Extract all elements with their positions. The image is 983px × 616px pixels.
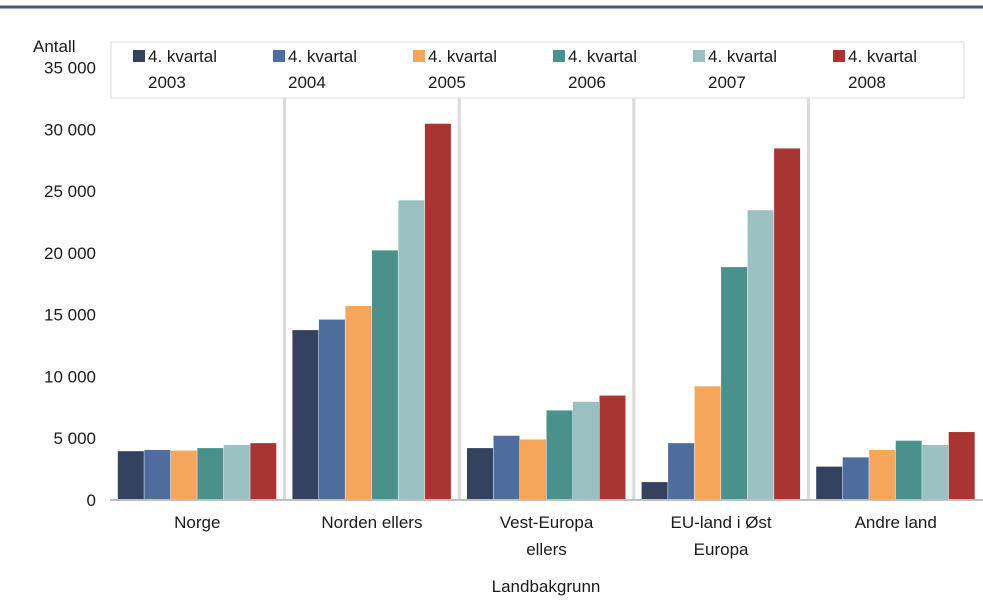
category-label: EU-land i Øst <box>671 513 772 532</box>
bar <box>493 435 520 500</box>
legend-label: 4. kvartal <box>428 47 497 66</box>
category-labels: Norge Norden ellers Vest-Europa ellers EU-la… <box>174 513 937 559</box>
legend-label-year: 2008 <box>848 73 886 92</box>
bar <box>599 395 626 500</box>
bar <box>144 449 171 500</box>
bar <box>668 443 695 500</box>
y-tick-label: 30 000 <box>44 120 96 139</box>
y-tick-label: 0 <box>87 491 96 510</box>
bar <box>842 457 869 500</box>
legend-label-year: 2004 <box>288 73 326 92</box>
bar <box>318 319 345 500</box>
category-label: Andre land <box>855 513 937 532</box>
legend-label-year: 2006 <box>568 73 606 92</box>
legend-label-year: 2005 <box>428 73 466 92</box>
category-label: Norge <box>174 513 220 532</box>
legend-label-year: 2007 <box>708 73 746 92</box>
y-axis-ticks: 0 5 000 10 000 15 000 20 000 25 000 30 000 35 0… <box>44 59 96 511</box>
bar <box>641 482 668 500</box>
bar <box>573 401 599 500</box>
y-tick-label: 5 000 <box>53 429 96 448</box>
bar <box>520 439 546 500</box>
legend-label: 4. kvartal <box>288 47 357 66</box>
bar <box>948 432 975 500</box>
y-tick-label: 15 000 <box>44 306 96 325</box>
bar <box>922 445 949 500</box>
y-tick-label: 35 000 <box>44 59 96 78</box>
legend-label: 4. kvartal <box>568 47 637 66</box>
y-axis-title: Antall <box>33 37 76 56</box>
category-label-line2: Europa <box>694 540 749 559</box>
bar <box>371 250 398 500</box>
bar <box>774 148 801 501</box>
bar <box>869 449 896 500</box>
y-tick-label: 10 000 <box>44 367 96 386</box>
bar <box>424 123 451 500</box>
bar <box>747 210 774 500</box>
legend-swatch <box>553 50 565 62</box>
bars <box>117 123 975 501</box>
legend-label: 4. kvartal <box>148 47 217 66</box>
legend-swatch <box>413 50 425 62</box>
legend-box <box>110 41 965 99</box>
legend-swatch <box>693 50 705 62</box>
legend-swatch <box>133 50 145 62</box>
bar <box>694 386 721 500</box>
legend-label-year: 2003 <box>148 73 186 92</box>
bar <box>816 466 843 500</box>
bar <box>398 200 425 500</box>
bar <box>197 448 224 500</box>
legend-label: 4. kvartal <box>708 47 777 66</box>
x-axis-title: Landbakgrunn <box>492 577 601 596</box>
y-tick-label: 25 000 <box>44 182 96 201</box>
bar <box>223 445 250 500</box>
category-label-line2: ellers <box>526 540 567 559</box>
category-label: Norden ellers <box>321 513 422 532</box>
bar <box>345 305 372 500</box>
bar <box>721 267 748 500</box>
bar <box>895 440 922 500</box>
bar <box>117 451 144 500</box>
legend-swatch <box>273 50 285 62</box>
category-separators <box>283 98 810 500</box>
legend: 4. kvartal 2003 4. kvartal 2004 4. kvartal 20… <box>110 41 965 99</box>
legend-label: 4. kvartal <box>848 47 917 66</box>
bar <box>170 450 197 500</box>
bar <box>250 443 277 500</box>
bar <box>292 330 319 500</box>
y-tick-label: 20 000 <box>44 244 96 263</box>
category-label: Vest-Europa <box>500 513 594 532</box>
legend-swatch <box>833 50 845 62</box>
bar <box>467 448 493 500</box>
bar <box>546 410 573 500</box>
